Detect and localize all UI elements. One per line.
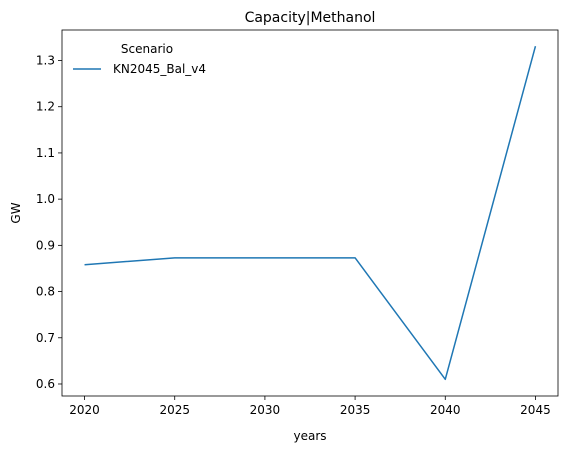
chart-title: Capacity|Methanol xyxy=(245,10,376,26)
series-layer xyxy=(84,45,537,381)
y-axis: 0.6 0.7 0.8 0.9 1.0 1.1 1.2 1.3 xyxy=(36,54,62,391)
y-tick-label-0.9: 0.9 xyxy=(36,238,55,252)
x-tick-label-2025: 2025 xyxy=(159,403,190,417)
y-tick-label-0.8: 0.8 xyxy=(36,285,55,299)
series-line-0 xyxy=(84,45,537,381)
x-axis-title: years xyxy=(293,429,326,443)
legend-label-kn2045-bal-v4: KN2045_Bal_v4 xyxy=(113,62,206,76)
x-tick-label-2040: 2040 xyxy=(430,403,461,417)
plot-area-frame xyxy=(61,29,559,397)
legend: Scenario KN2045_Bal_v4 xyxy=(73,42,206,76)
y-tick-label-0.6: 0.6 xyxy=(36,377,55,391)
y-tick-label-1.0: 1.0 xyxy=(36,192,55,206)
y-tick-label-0.7: 0.7 xyxy=(36,331,55,345)
x-axis: 2020 2025 2030 2035 2040 2045 xyxy=(69,396,551,417)
y-tick-label-1.2: 1.2 xyxy=(36,100,55,114)
x-tick-label-2020: 2020 xyxy=(69,403,100,417)
x-tick-label-2030: 2030 xyxy=(250,403,281,417)
x-tick-label-2035: 2035 xyxy=(340,403,371,417)
y-axis-title: GW xyxy=(9,202,23,223)
y-tick-label-1.3: 1.3 xyxy=(36,54,55,68)
legend-title: Scenario xyxy=(121,42,173,56)
y-tick-label-1.1: 1.1 xyxy=(36,146,55,160)
x-tick-label-2045: 2045 xyxy=(520,403,551,417)
